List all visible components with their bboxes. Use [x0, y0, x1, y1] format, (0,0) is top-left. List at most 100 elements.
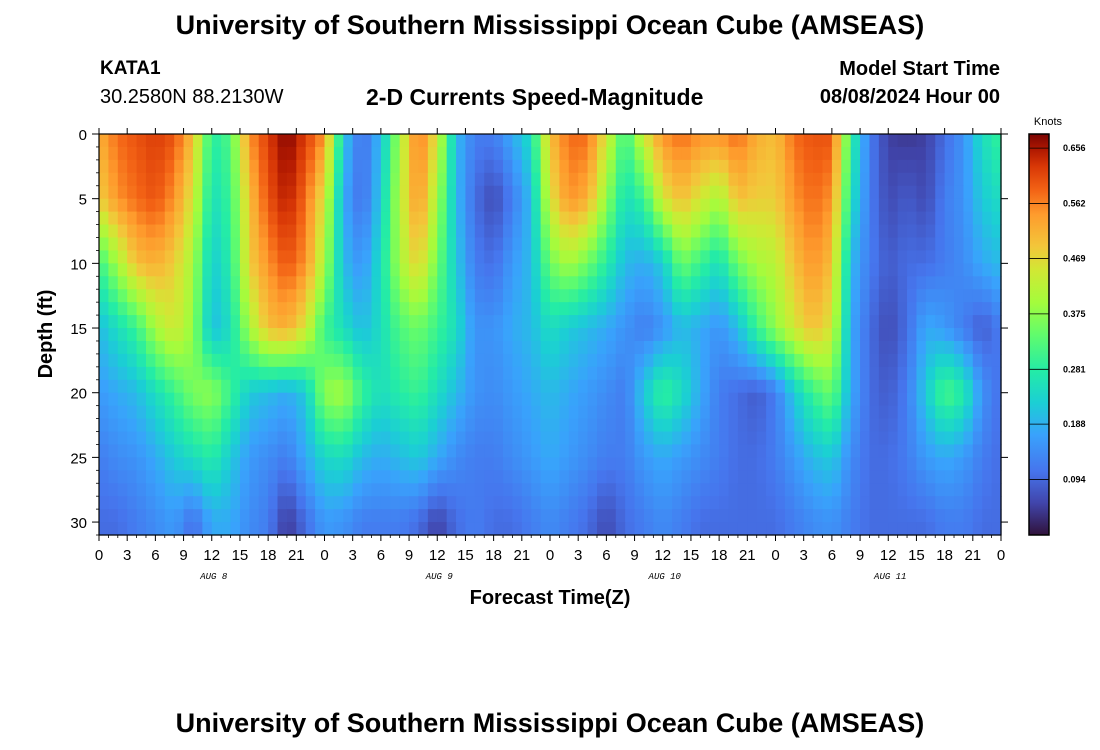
heatmap-cell [690, 328, 701, 342]
heatmap-cell [653, 224, 664, 239]
heatmap-cell [465, 457, 476, 471]
heatmap-cell [653, 276, 664, 290]
heatmap-cell [352, 496, 363, 510]
heatmap-cell [550, 353, 560, 368]
heatmap-cell [728, 405, 739, 420]
heatmap-cell [108, 198, 119, 213]
heatmap-cell [794, 353, 805, 368]
heatmap-cell [117, 392, 128, 407]
heatmap-cell [850, 263, 861, 277]
x-axis-label: Forecast Time(Z) [470, 587, 631, 609]
heatmap-cell [963, 405, 974, 420]
heatmap-cell [540, 237, 551, 252]
heatmap-cell [164, 302, 175, 316]
heatmap-cell [615, 250, 626, 264]
heatmap-cell [747, 302, 758, 316]
heatmap-cell [822, 405, 833, 420]
heatmap-cell [371, 496, 382, 510]
heatmap-cell [512, 522, 523, 536]
heatmap-cell [409, 509, 420, 523]
heatmap-cell [925, 250, 936, 264]
heatmap-cell [230, 328, 241, 342]
heatmap-cell [155, 340, 166, 355]
heatmap-cell [277, 276, 288, 290]
heatmap-cell [174, 198, 185, 213]
heatmap-cell [127, 146, 138, 161]
heatmap-cell [258, 392, 269, 407]
heatmap-cell [925, 405, 936, 420]
heatmap-cell [860, 444, 871, 458]
heatmap-cell [728, 328, 739, 342]
heatmap-cell [418, 353, 429, 368]
heatmap-cell [662, 134, 673, 148]
heatmap-cell [343, 302, 354, 316]
heatmap-cell [521, 134, 532, 148]
heatmap-cell [860, 328, 871, 342]
heatmap-cell [127, 444, 138, 458]
heatmap-cell [437, 276, 448, 290]
heatmap-cell [897, 159, 908, 174]
heatmap-cell [493, 211, 504, 226]
heatmap-cell [925, 159, 936, 174]
heatmap-cell [954, 198, 965, 213]
heatmap-cell [728, 483, 739, 497]
heatmap-cell [446, 315, 457, 329]
heatmap-cell [596, 328, 607, 342]
heatmap-cell [587, 198, 598, 213]
heatmap-cell [737, 405, 748, 420]
heatmap-cell [625, 315, 636, 329]
heatmap-cell [324, 392, 335, 407]
heatmap-cell [719, 509, 730, 523]
heatmap-cell [690, 224, 701, 239]
heatmap-cell [427, 134, 438, 148]
heatmap-cell [315, 315, 326, 329]
heatmap-cell [362, 276, 373, 290]
heatmap-cell [324, 483, 335, 497]
heatmap-cell [568, 457, 579, 471]
heatmap-cell [399, 289, 410, 303]
heatmap-cell [794, 328, 805, 342]
heatmap-cell [991, 392, 1002, 407]
heatmap-cell [935, 159, 946, 174]
heatmap-cell [324, 146, 335, 161]
heatmap-cell [371, 483, 382, 497]
heatmap-cell [615, 263, 626, 277]
heatmap-cell [446, 185, 457, 200]
heatmap-cell [174, 353, 185, 368]
heatmap-cell [409, 134, 420, 148]
heatmap-cell [136, 340, 147, 355]
heatmap-cell [399, 146, 410, 161]
heatmap-cell [174, 392, 185, 407]
heatmap-cell [860, 457, 871, 471]
heatmap-cell [681, 302, 692, 316]
heatmap-cell [578, 340, 589, 355]
heatmap-cell [672, 159, 683, 174]
heatmap-cell [258, 483, 269, 497]
heatmap-cell [286, 237, 297, 252]
heatmap-cell [315, 379, 326, 394]
heatmap-cell [935, 134, 946, 148]
heatmap-cell [963, 328, 974, 342]
heatmap-cell [954, 289, 965, 303]
heatmap-cell [465, 509, 476, 523]
heatmap-cell [249, 353, 260, 368]
heatmap-cell [897, 250, 908, 264]
heatmap-cell [155, 328, 166, 342]
heatmap-cell [493, 509, 504, 523]
heatmap-cell [625, 509, 636, 523]
heatmap-cell [700, 289, 711, 303]
x-tick-label: 12 [654, 547, 671, 564]
heatmap-cell [596, 211, 607, 226]
heatmap-cell [437, 315, 448, 329]
heatmap-cell [249, 522, 260, 536]
heatmap-cell [681, 392, 692, 407]
heatmap-cell [456, 185, 467, 200]
heatmap-cell [606, 379, 617, 394]
heatmap-cell [907, 185, 918, 200]
heatmap-cell [474, 315, 485, 329]
heatmap-cell [343, 250, 354, 264]
heatmap-cell [371, 250, 382, 264]
heatmap-cell [841, 211, 852, 226]
heatmap-cell [878, 340, 889, 355]
heatmap-cell [493, 159, 504, 174]
